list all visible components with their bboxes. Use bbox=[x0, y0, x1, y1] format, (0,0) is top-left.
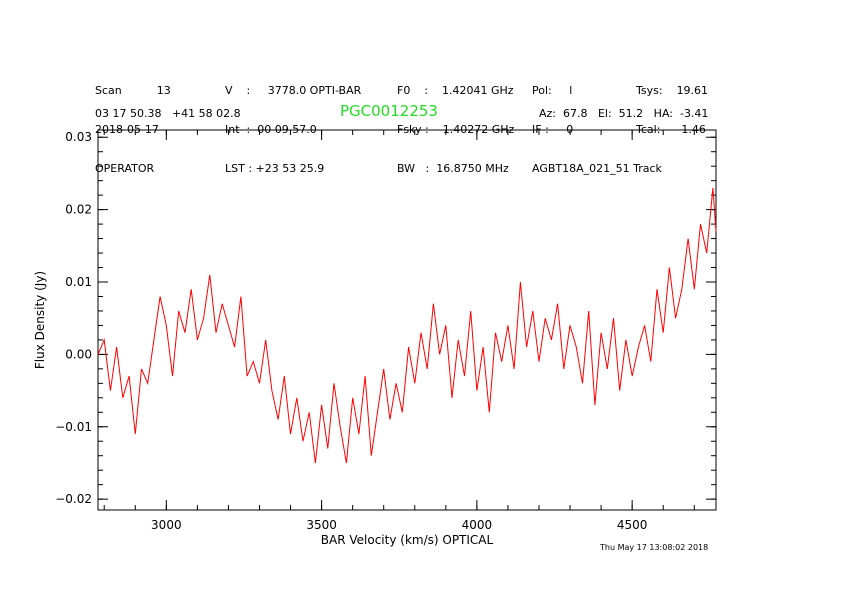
x-tick-label: 4000 bbox=[462, 518, 493, 532]
velocity: V : 3778.0 OPTI-BAR bbox=[225, 84, 362, 97]
lst: LST : +23 53 25.9 bbox=[225, 162, 325, 175]
x-tick-label: 3500 bbox=[306, 518, 337, 532]
project-id: AGBT18A_021_51 Track bbox=[532, 162, 662, 175]
tsys: Tsys: 19.61 bbox=[636, 84, 709, 97]
y-tick-label: −0.01 bbox=[55, 420, 92, 434]
pointing-info: Az: 67.8 El: 51.2 HA: -3.41 bbox=[539, 107, 709, 120]
axis-ticks bbox=[98, 130, 716, 510]
rest-frequency: F0 : 1.42041 GHz bbox=[397, 84, 514, 97]
y-tick-label: 0.01 bbox=[65, 275, 92, 289]
header-col-scan: Scan 13 2018-05-17 OPERATOR bbox=[95, 58, 171, 188]
y-tick-label: 0.00 bbox=[65, 347, 92, 361]
x-axis-title: BAR Velocity (km/s) OPTICAL bbox=[321, 533, 494, 547]
y-tick-label: 0.02 bbox=[65, 203, 92, 217]
x-tick-labels: 3000 3500 4000 4500 bbox=[151, 518, 647, 532]
plot-frame bbox=[97, 129, 717, 511]
y-tick-label: −0.02 bbox=[55, 492, 92, 506]
scan-number: Scan 13 bbox=[95, 84, 171, 97]
operator: OPERATOR bbox=[95, 162, 155, 175]
bandwidth: BW : 16.8750 MHz bbox=[397, 162, 509, 175]
x-tick-label: 4500 bbox=[617, 518, 648, 532]
coordinates: 03 17 50.38 +41 58 02.8 bbox=[95, 107, 241, 120]
timestamp: Thu May 17 13:08:02 2018 bbox=[600, 543, 709, 552]
polarization: Pol: l bbox=[532, 84, 573, 97]
y-axis-title: Flux Density (Jy) bbox=[33, 271, 47, 369]
object-name: PGC0012253 bbox=[340, 102, 438, 120]
x-tick-label: 3000 bbox=[151, 518, 182, 532]
spectrum-line bbox=[97, 187, 717, 464]
y-tick-labels: −0.02 −0.01 0.00 0.01 0.02 0.03 bbox=[55, 130, 92, 506]
y-tick-label: 0.03 bbox=[65, 130, 92, 144]
